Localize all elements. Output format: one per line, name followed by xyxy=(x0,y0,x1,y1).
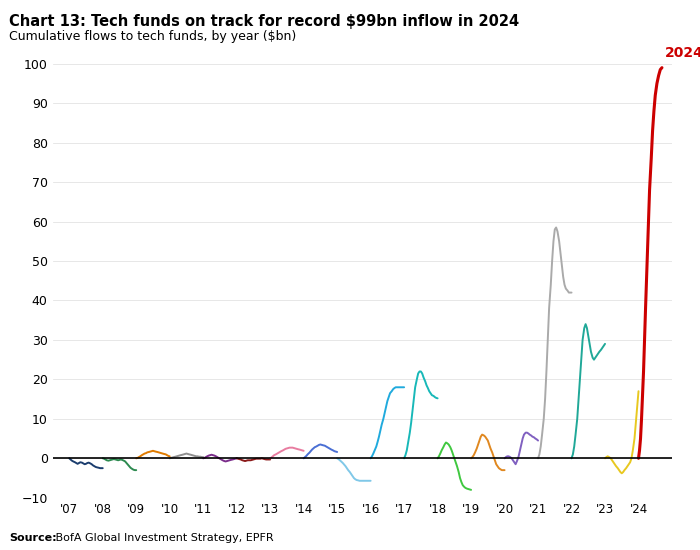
Text: Chart 13: Tech funds on track for record $99bn inflow in 2024: Chart 13: Tech funds on track for record… xyxy=(9,14,519,29)
Text: BofA Global Investment Strategy, EPFR: BofA Global Investment Strategy, EPFR xyxy=(52,534,274,543)
Text: Cumulative flows to tech funds, by year ($bn): Cumulative flows to tech funds, by year … xyxy=(9,30,296,43)
Text: 2024: 2024 xyxy=(664,46,700,60)
Text: Source:: Source: xyxy=(9,534,57,543)
